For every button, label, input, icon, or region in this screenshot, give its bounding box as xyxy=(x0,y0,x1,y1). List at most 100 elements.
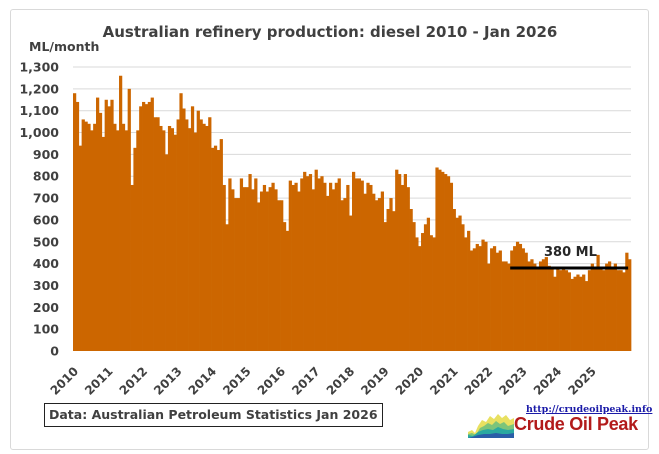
x-tick-label: 2014 xyxy=(186,364,220,398)
bar xyxy=(501,261,505,351)
bar xyxy=(421,233,425,351)
x-tick-label: 2011 xyxy=(82,364,116,398)
bar xyxy=(576,274,580,351)
bar xyxy=(93,123,97,351)
bar xyxy=(285,230,290,351)
bar xyxy=(170,128,175,351)
bar xyxy=(317,178,321,351)
x-tick-label: 2024 xyxy=(531,364,565,398)
bar xyxy=(127,88,131,351)
bar xyxy=(415,237,419,351)
bar xyxy=(429,235,433,351)
y-tick-label: 700 xyxy=(33,191,59,206)
bar xyxy=(541,259,546,351)
bar xyxy=(331,189,336,351)
bar xyxy=(524,252,528,351)
bar xyxy=(349,215,353,351)
y-tick-label: 500 xyxy=(33,234,59,249)
bar xyxy=(326,195,330,351)
average-line-label: 380 ML xyxy=(544,245,597,260)
bar xyxy=(130,184,134,351)
y-tick-label: 1,300 xyxy=(19,60,59,75)
bar xyxy=(259,191,264,351)
bar xyxy=(337,178,341,351)
bar xyxy=(90,130,94,351)
x-tick-label: 2010 xyxy=(48,364,82,398)
bar xyxy=(274,189,278,351)
y-tick-label: 200 xyxy=(33,300,59,315)
bar xyxy=(202,123,206,351)
bar xyxy=(423,224,428,351)
bar xyxy=(133,147,137,351)
bar xyxy=(277,200,281,351)
bar xyxy=(98,112,103,351)
bar xyxy=(380,191,384,351)
bar xyxy=(81,119,85,352)
crude-oil-peak-logo[interactable]: http://crudeoilpeak.info Crude Oil Peak xyxy=(396,403,652,439)
bar xyxy=(389,198,393,351)
y-axis-label: ML/month xyxy=(29,39,99,54)
bar xyxy=(386,209,390,351)
logo-url-link[interactable]: http://crudeoilpeak.info xyxy=(526,404,653,415)
bar xyxy=(579,276,583,351)
bar xyxy=(478,246,482,351)
bar xyxy=(185,119,189,352)
bar xyxy=(159,125,163,351)
bar xyxy=(538,261,543,351)
bar xyxy=(369,184,373,351)
bar xyxy=(357,178,361,351)
bar xyxy=(75,101,80,351)
bar xyxy=(610,267,615,351)
bar xyxy=(377,198,382,351)
bar xyxy=(521,248,525,351)
bar xyxy=(213,145,218,351)
bar xyxy=(452,209,456,351)
y-tick-label: 800 xyxy=(33,169,59,184)
bar xyxy=(481,239,485,351)
x-tick-label: 2012 xyxy=(117,364,151,398)
logo-name: Crude Oil Peak xyxy=(514,414,638,434)
bar xyxy=(366,182,370,351)
bar xyxy=(328,182,333,351)
bar xyxy=(527,261,531,351)
y-tick-label: 100 xyxy=(33,322,59,337)
bar xyxy=(395,169,399,351)
bar xyxy=(231,189,235,351)
x-tick-label: 2023 xyxy=(496,364,530,398)
bar xyxy=(444,174,448,351)
x-tick-label: 2017 xyxy=(289,364,323,398)
bar xyxy=(564,270,569,351)
bar xyxy=(211,147,215,351)
bar xyxy=(254,178,258,351)
bar xyxy=(314,169,318,351)
bar xyxy=(343,198,347,351)
bar xyxy=(607,261,612,351)
bar xyxy=(513,246,517,351)
bar xyxy=(515,241,520,351)
bar xyxy=(449,182,454,351)
bar xyxy=(498,250,502,351)
bar xyxy=(464,237,468,351)
bar xyxy=(372,193,376,351)
x-tick-label: 2021 xyxy=(427,364,461,398)
bar xyxy=(288,180,292,351)
bar xyxy=(205,125,209,351)
bar xyxy=(596,254,600,351)
bar xyxy=(492,246,497,351)
bar xyxy=(461,224,465,351)
bar xyxy=(320,176,324,351)
bar xyxy=(268,187,272,351)
bar xyxy=(303,171,307,351)
bar xyxy=(487,263,491,351)
bar xyxy=(495,252,500,351)
y-tick-label: 900 xyxy=(33,147,59,162)
bar xyxy=(156,117,160,351)
bar xyxy=(507,263,511,351)
bar xyxy=(242,187,246,351)
bar xyxy=(144,104,149,351)
bar xyxy=(556,267,560,351)
bar xyxy=(573,276,577,351)
x-axis-ticks: 2010 2011 2012 2013 2014 2015 2016 2017 2018 2019… xyxy=(48,364,599,398)
bar xyxy=(179,93,183,351)
bar xyxy=(176,119,180,352)
